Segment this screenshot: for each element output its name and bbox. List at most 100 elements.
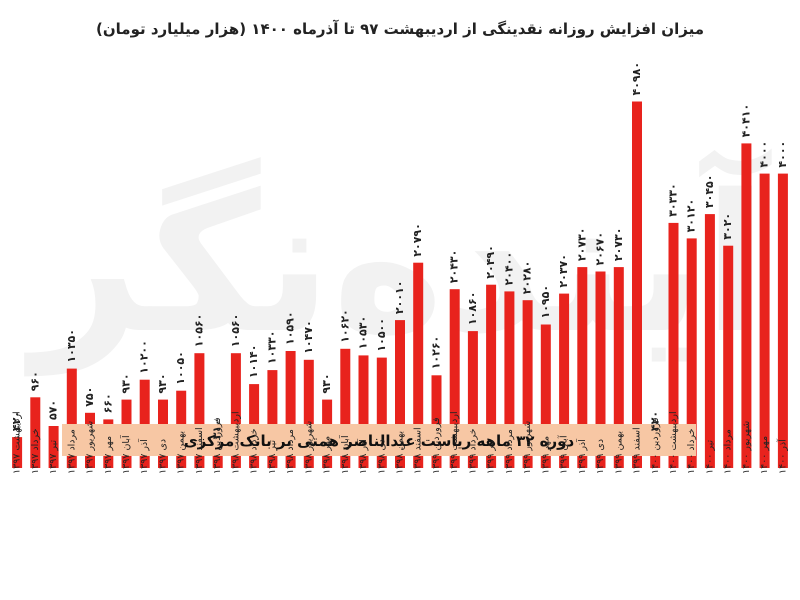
bar-20 bbox=[376, 357, 387, 468]
category-label-22: اسفند ۱۳۹۸ bbox=[413, 427, 424, 474]
bar-30 bbox=[559, 293, 570, 468]
category-label-38: تیر ۱۴۰۰ bbox=[705, 439, 716, 474]
category-label-0: اردیبهشت ۱۳۹۷ bbox=[12, 411, 23, 474]
value-label-13: ۱۰۱۴۰ bbox=[247, 345, 260, 379]
bar-24 bbox=[449, 289, 460, 468]
bar-32 bbox=[595, 271, 606, 468]
bar-7 bbox=[139, 379, 150, 468]
category-label-31: آذر ۱۳۹۹ bbox=[575, 439, 588, 474]
category-label-16: شهریور ۱۳۹۸ bbox=[303, 421, 314, 474]
value-label-21: ۲۰۰۱۰ bbox=[393, 281, 406, 315]
value-label-3: ۱۰۳۵۰ bbox=[65, 329, 78, 363]
bar-21 bbox=[395, 320, 405, 468]
value-label-28: ۲۰۲۸۰ bbox=[521, 261, 534, 295]
value-label-40: ۴۰۴۱۰ bbox=[739, 104, 752, 138]
category-label-18: آبان ۱۳۹۸ bbox=[338, 435, 351, 474]
value-label-4: ۷۵۰ bbox=[83, 387, 96, 407]
value-label-23: ۱۰۲۶۰ bbox=[430, 336, 443, 370]
value-label-38: ۳۰۴۵۰ bbox=[703, 175, 716, 209]
value-label-19: ۱۰۵۳۰ bbox=[357, 316, 370, 350]
category-label-28: شهریور ۱۳۹۹ bbox=[522, 421, 533, 474]
bar-42 bbox=[777, 173, 788, 468]
category-label-35: فروردین ۱۴۰۰ bbox=[650, 417, 661, 474]
category-label-12: اردیبهشت ۱۳۹۸ bbox=[230, 411, 241, 474]
annotation-band: دوره ۳۲ ماهه ریاست عبدالناصر همتی بر بان… bbox=[62, 424, 696, 456]
category-labels-layer: اردیبهشت ۱۳۹۷ خرداد ۱۳۹۷ تیر ۱۳۹۷ مرداد ۱۳۹… bbox=[12, 411, 789, 474]
category-label-10: اسفند ۱۳۹۷ bbox=[194, 427, 205, 474]
bar-23 bbox=[431, 375, 442, 468]
category-label-1: خرداد ۱۳۹۷ bbox=[30, 428, 41, 474]
value-label-37: ۳۰۱۲۰ bbox=[685, 199, 698, 233]
annotation-band-text: دوره ۳۲ ماهه ریاست عبدالناصر همتی بر بان… bbox=[184, 432, 575, 450]
bar-36 bbox=[668, 222, 679, 468]
value-label-35: ۴۲۰ bbox=[648, 411, 661, 431]
category-label-33: بهمن ۱۳۹۹ bbox=[613, 431, 624, 474]
value-label-1: ۹۶۰ bbox=[28, 371, 41, 391]
labels-layer: ۴۲۰ ۹۶۰ ۵۷۰ ۱۰۳۵۰ ۷۵۰ ۶۶۰ ۹۳۰ ۱۰۲۰۰ ۹۳۰ ۱۰۰۵۰ ۱۰۵۶… bbox=[10, 62, 789, 439]
category-label-21: بهمن ۱۳۹۸ bbox=[395, 431, 406, 474]
category-label-4: شهریور ۱۳۹۷ bbox=[85, 421, 96, 474]
category-label-3: مرداد ۱۳۹۷ bbox=[66, 429, 77, 474]
value-label-34: ۴۰۹۸۰ bbox=[630, 62, 643, 96]
value-label-33: ۲۰۷۳۰ bbox=[612, 228, 625, 262]
category-label-20: دی ۱۳۹۸ bbox=[376, 439, 387, 474]
category-label-36: اردیبهشت ۱۴۰۰ bbox=[668, 411, 679, 474]
value-label-32: ۲۰۶۷۰ bbox=[594, 232, 607, 266]
bar-10 bbox=[194, 353, 205, 468]
bar-18 bbox=[340, 348, 351, 468]
category-label-13: خرداد ۱۳۹۸ bbox=[249, 428, 260, 474]
category-label-5: مهر ۱۳۹۷ bbox=[103, 436, 114, 474]
value-label-36: ۳۰۳۳۰ bbox=[667, 183, 680, 217]
bar-0 bbox=[12, 437, 23, 468]
category-label-42: آذر ۱۴۰۰ bbox=[775, 439, 788, 474]
category-label-27: مرداد ۱۳۹۹ bbox=[504, 429, 515, 474]
value-label-20: ۱۰۵۰۰ bbox=[375, 318, 388, 352]
value-label-15: ۱۰۵۹۰ bbox=[284, 311, 297, 345]
category-label-34: اسفند ۱۳۹۹ bbox=[632, 427, 643, 474]
bar-40 bbox=[741, 143, 752, 468]
category-label-25: خرداد ۱۳۹۹ bbox=[467, 428, 478, 474]
category-label-6: آبان ۱۳۹۷ bbox=[119, 435, 132, 474]
value-label-42: ۴۰۰۰ bbox=[776, 141, 789, 168]
category-label-26: تیر ۱۳۹۹ bbox=[486, 439, 497, 474]
value-label-14: ۱۰۳۳۰ bbox=[265, 331, 278, 365]
bar-39 bbox=[723, 245, 734, 468]
value-label-39: ۳۰۲۰ bbox=[721, 213, 734, 240]
category-label-37: خرداد ۱۴۰۰ bbox=[686, 428, 697, 474]
category-label-40: شهریور ۱۴۰۰ bbox=[741, 421, 752, 474]
category-label-11: فروردین ۱۳۹۸ bbox=[212, 417, 223, 474]
bar-14 bbox=[267, 370, 278, 468]
bar-2 bbox=[48, 426, 59, 468]
category-label-32: دی ۱۳۹۹ bbox=[595, 439, 606, 474]
chart-title: میزان افزایش روزانه نقدینگی از اردیبهشت … bbox=[96, 20, 704, 38]
bar-38 bbox=[704, 214, 715, 468]
bar-26 bbox=[486, 284, 497, 468]
bar-11 bbox=[212, 445, 223, 468]
bar-37 bbox=[686, 238, 697, 468]
bar-3 bbox=[66, 368, 77, 468]
category-label-41: مهر ۱۴۰۰ bbox=[759, 436, 770, 474]
value-label-9: ۱۰۰۵۰ bbox=[174, 351, 187, 385]
category-label-23: فروردین ۱۳۹۹ bbox=[431, 417, 442, 474]
bar-25 bbox=[467, 331, 478, 468]
bar-19 bbox=[358, 355, 369, 468]
bar-27 bbox=[504, 291, 515, 468]
category-label-39: مرداد ۱۴۰۰ bbox=[723, 429, 734, 474]
value-label-8: ۹۳۰ bbox=[156, 373, 169, 393]
value-label-5: ۶۶۰ bbox=[101, 393, 114, 413]
bar-41 bbox=[759, 173, 770, 468]
category-label-19: آذر ۱۳۹۸ bbox=[356, 439, 369, 474]
value-label-41: ۴۰۰۰ bbox=[758, 141, 771, 168]
value-label-6: ۹۳۰ bbox=[120, 373, 133, 393]
value-label-18: ۱۰۶۲۰ bbox=[338, 309, 351, 343]
value-label-26: ۲۰۴۹۰ bbox=[484, 245, 497, 279]
bar-15 bbox=[285, 351, 296, 468]
value-label-30: ۲۰۳۷۰ bbox=[557, 254, 570, 288]
category-label-8: دی ۱۳۹۷ bbox=[158, 439, 169, 474]
category-label-17: مهر ۱۳۹۸ bbox=[322, 436, 333, 474]
value-label-2: ۵۷۰ bbox=[47, 400, 60, 420]
value-label-17: ۹۳۰ bbox=[320, 373, 333, 393]
value-label-10: ۱۰۵۶۰ bbox=[192, 314, 205, 348]
value-label-27: ۲۰۴۰۰ bbox=[502, 252, 515, 286]
